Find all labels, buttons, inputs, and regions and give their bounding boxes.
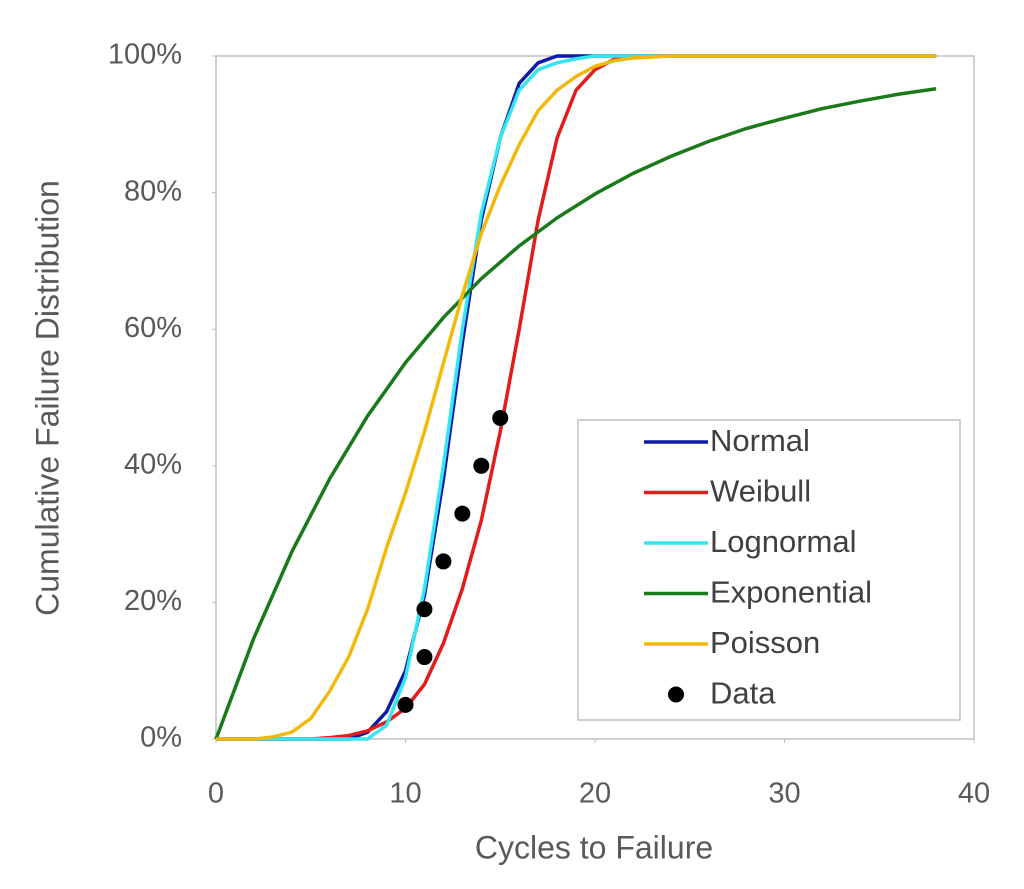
y-axis-title: Cumulative Failure Distribution <box>29 180 65 616</box>
y-tick-label: 60% <box>124 312 182 344</box>
y-tick-label: 100% <box>108 39 182 71</box>
legend-marker <box>668 686 684 703</box>
data-point <box>416 601 433 618</box>
y-tick-label: 0% <box>140 722 182 754</box>
series-line <box>216 54 937 741</box>
legend: Normal Weibull Lognormal Exponential Poisson… <box>577 419 961 721</box>
y-tick-label: 20% <box>124 585 182 617</box>
legend-label: Exponential <box>710 575 872 610</box>
x-tick-label: 20 <box>579 778 611 810</box>
legend-label: Normal <box>710 423 810 458</box>
legend-label: Lognormal <box>710 524 856 559</box>
series-line <box>214 87 937 740</box>
x-tick-label: 10 <box>389 778 421 810</box>
legend-label: Data <box>710 676 776 711</box>
data-point <box>435 553 452 570</box>
x-tick-label: 0 <box>208 778 224 810</box>
data-point <box>397 696 414 713</box>
data-point <box>416 649 433 666</box>
x-tick-label: 40 <box>958 778 990 810</box>
legend-label: Weibull <box>710 474 811 509</box>
y-tick-label: 40% <box>124 448 182 480</box>
data-point <box>454 505 471 522</box>
series-line <box>216 54 937 741</box>
x-axis-title: Cycles to Failure <box>475 829 713 865</box>
data-point <box>473 457 490 474</box>
data-point <box>492 409 509 426</box>
legend-box <box>577 419 961 721</box>
legend-label: Poisson <box>710 625 820 660</box>
x-tick-label: 30 <box>768 778 800 810</box>
y-tick-label: 80% <box>124 175 182 207</box>
series-line <box>216 54 937 741</box>
